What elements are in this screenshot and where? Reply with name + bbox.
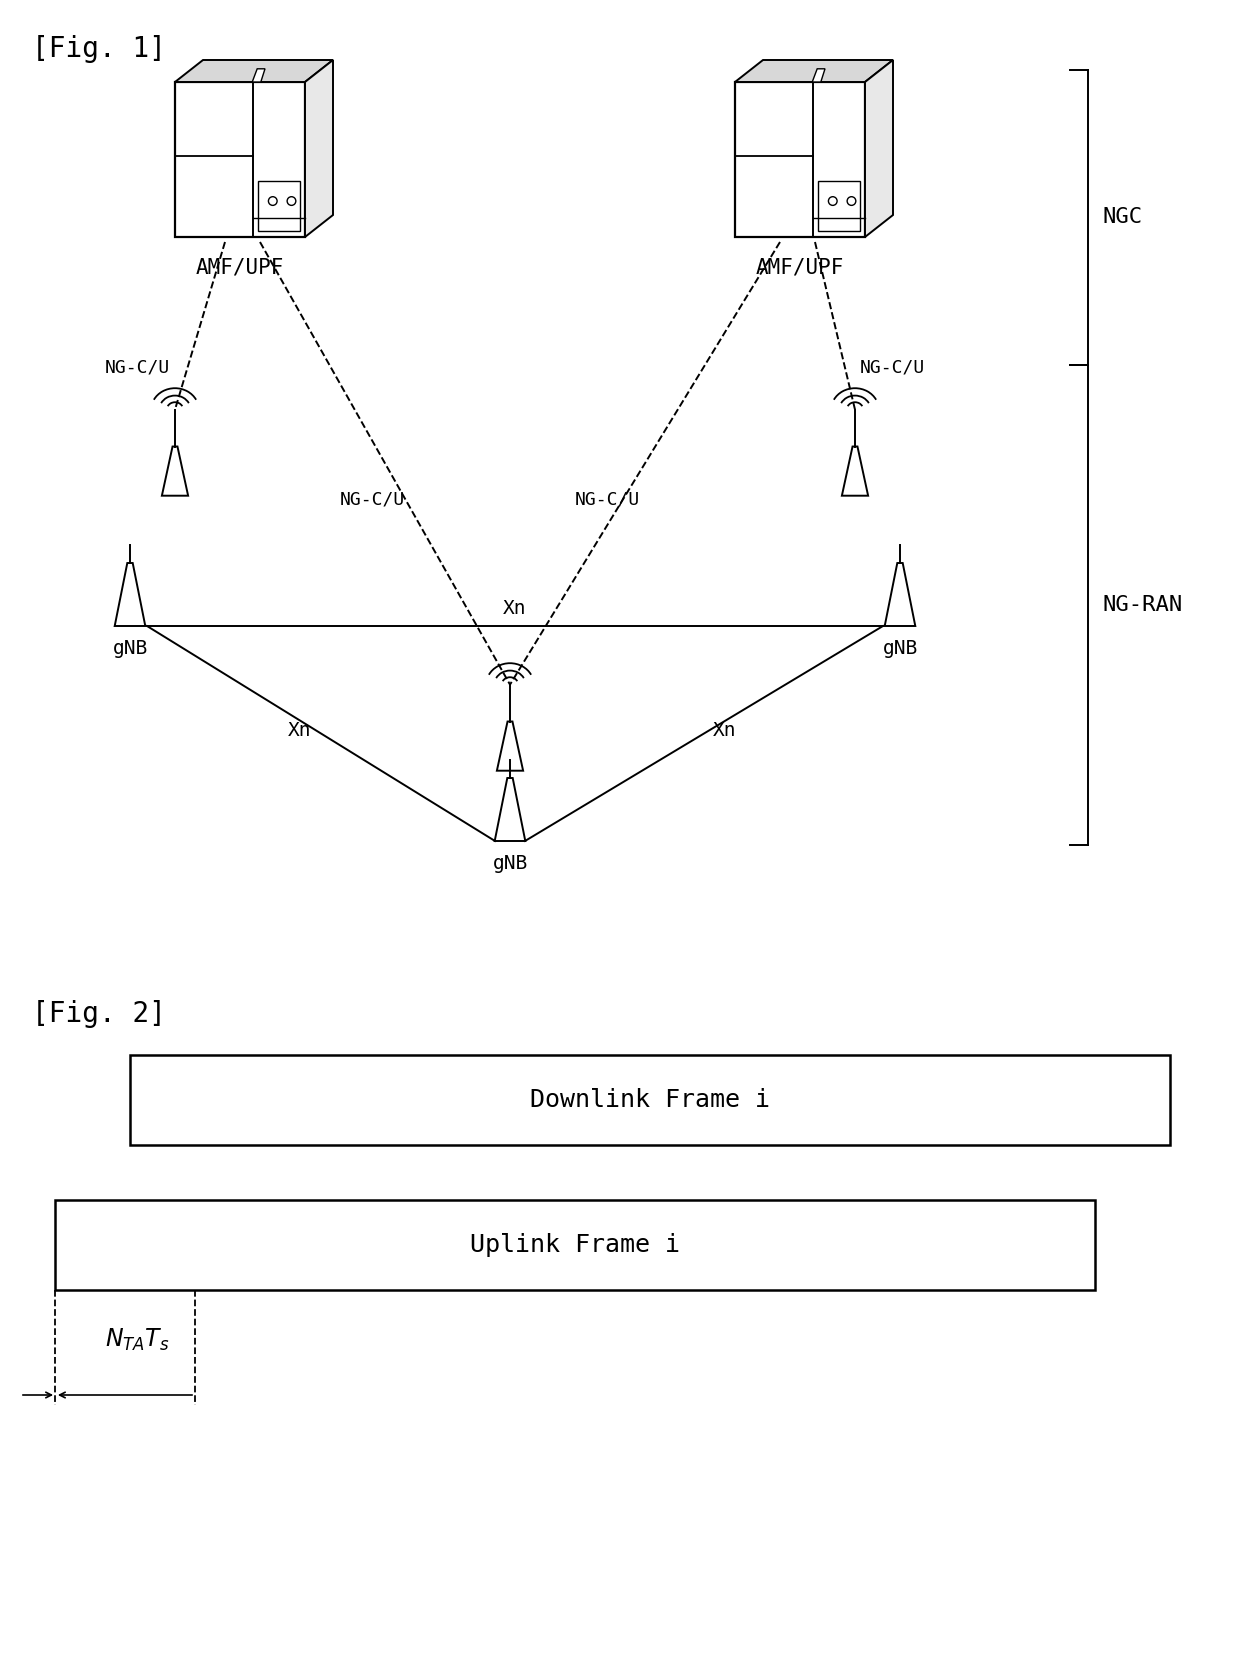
Text: gNB: gNB [883,639,918,658]
Polygon shape [114,564,145,626]
Polygon shape [162,446,188,495]
Text: NG-C/U: NG-C/U [575,492,640,508]
Polygon shape [175,60,334,82]
Text: Downlink Frame i: Downlink Frame i [529,1087,770,1113]
Polygon shape [812,69,825,82]
Polygon shape [305,60,334,237]
Text: $N_{TA}T_s$: $N_{TA}T_s$ [105,1327,170,1352]
Text: NG-C/U: NG-C/U [104,359,170,378]
Text: Uplink Frame i: Uplink Frame i [470,1233,680,1257]
Text: NG-C/U: NG-C/U [861,359,925,378]
Polygon shape [495,779,526,841]
Text: AMF/UPF: AMF/UPF [196,258,284,277]
Text: [Fig. 2]: [Fig. 2] [32,1000,166,1029]
Text: NG-C/U: NG-C/U [340,492,405,508]
Text: Xn: Xn [713,720,737,740]
Text: NG-RAN: NG-RAN [1104,596,1183,616]
Text: NGC: NGC [1104,206,1143,227]
Text: gNB: gNB [492,854,528,873]
Polygon shape [884,564,915,626]
Polygon shape [258,181,300,232]
Text: AMF/UPF: AMF/UPF [756,258,844,277]
Text: Xn: Xn [503,599,527,618]
Text: gNB: gNB [113,639,148,658]
Polygon shape [842,446,868,495]
Text: Xn: Xn [288,720,311,740]
Polygon shape [735,60,893,82]
Polygon shape [818,181,859,232]
Polygon shape [252,69,265,82]
Polygon shape [175,82,305,237]
Polygon shape [735,82,866,237]
Polygon shape [866,60,893,237]
Text: [Fig. 1]: [Fig. 1] [32,35,166,64]
Polygon shape [55,1200,1095,1290]
Polygon shape [130,1055,1171,1144]
Polygon shape [497,722,523,770]
